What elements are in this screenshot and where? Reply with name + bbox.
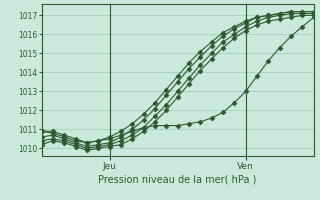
X-axis label: Pression niveau de la mer( hPa ): Pression niveau de la mer( hPa ) bbox=[99, 175, 257, 185]
